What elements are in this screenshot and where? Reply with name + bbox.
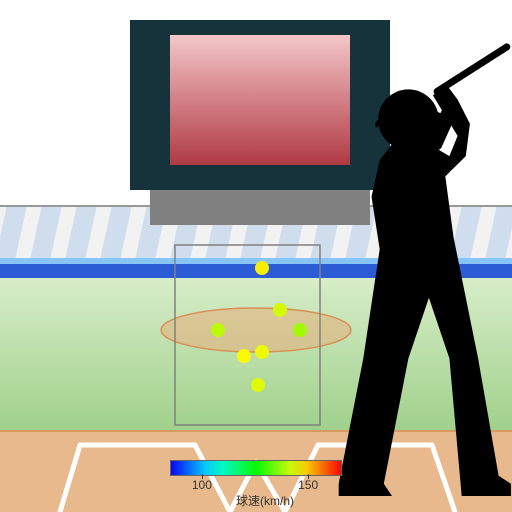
pitch-location-chart: 球速(km/h) 100 150 [0, 0, 512, 512]
pitch-marker [211, 323, 225, 337]
legend-tick-label: 150 [293, 478, 323, 492]
speed-legend [170, 460, 340, 474]
pitch-marker [293, 323, 307, 337]
pitch-marker [237, 349, 251, 363]
speed-legend-label: 球速(km/h) [215, 492, 315, 509]
speed-legend-bar [170, 460, 342, 476]
pitch-marker [251, 378, 265, 392]
legend-tick-label: 100 [187, 478, 217, 492]
pitch-marker [255, 261, 269, 275]
pitch-marker [255, 345, 269, 359]
chart-svg [0, 0, 512, 512]
pitch-marker [273, 303, 287, 317]
